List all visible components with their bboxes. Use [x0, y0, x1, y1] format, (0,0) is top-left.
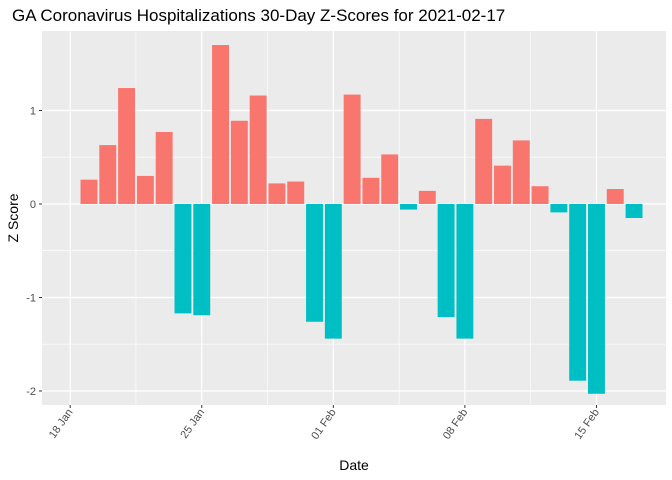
bar — [80, 179, 98, 204]
bar — [418, 190, 436, 204]
bar — [268, 183, 286, 204]
bar — [324, 203, 342, 339]
bar — [174, 203, 192, 314]
bar — [287, 181, 305, 204]
bar — [569, 203, 587, 381]
bar — [155, 131, 173, 204]
bar — [456, 203, 474, 339]
y-tick-label: 0 — [30, 199, 36, 211]
x-tick-label: 15 Feb — [572, 407, 601, 442]
x-tick-label: 08 Feb — [441, 407, 470, 442]
bar — [362, 177, 380, 204]
y-axis-title: Z Score — [5, 193, 21, 242]
bar — [400, 203, 417, 210]
y-tick-label: -2 — [26, 386, 36, 398]
bar — [512, 140, 530, 204]
bar — [136, 175, 154, 204]
bar — [249, 95, 267, 204]
bar-series — [80, 45, 643, 394]
x-tick-label: 25 Jan — [178, 407, 207, 441]
bar — [606, 189, 624, 204]
x-tick-label: 01 Feb — [309, 407, 338, 442]
bar — [193, 203, 211, 316]
bar — [118, 88, 136, 204]
chart-title: GA Coronavirus Hospitalizations 30-Day Z… — [12, 6, 506, 25]
x-axis-title: Date — [339, 457, 369, 473]
plot-panel — [42, 31, 666, 405]
bar — [475, 118, 493, 204]
bar — [625, 203, 643, 218]
bar — [588, 203, 605, 394]
bar — [343, 94, 361, 204]
bar — [306, 203, 323, 322]
bar — [437, 203, 455, 318]
bar — [550, 203, 568, 213]
bar — [230, 120, 248, 204]
y-tick-label: -1 — [26, 292, 36, 304]
bar — [381, 154, 399, 204]
bar — [494, 165, 511, 204]
x-tick-label: 18 Jan — [47, 407, 76, 441]
bar — [531, 186, 549, 204]
bar — [212, 45, 230, 204]
y-tick-label: 1 — [30, 105, 36, 117]
bar — [99, 145, 117, 204]
